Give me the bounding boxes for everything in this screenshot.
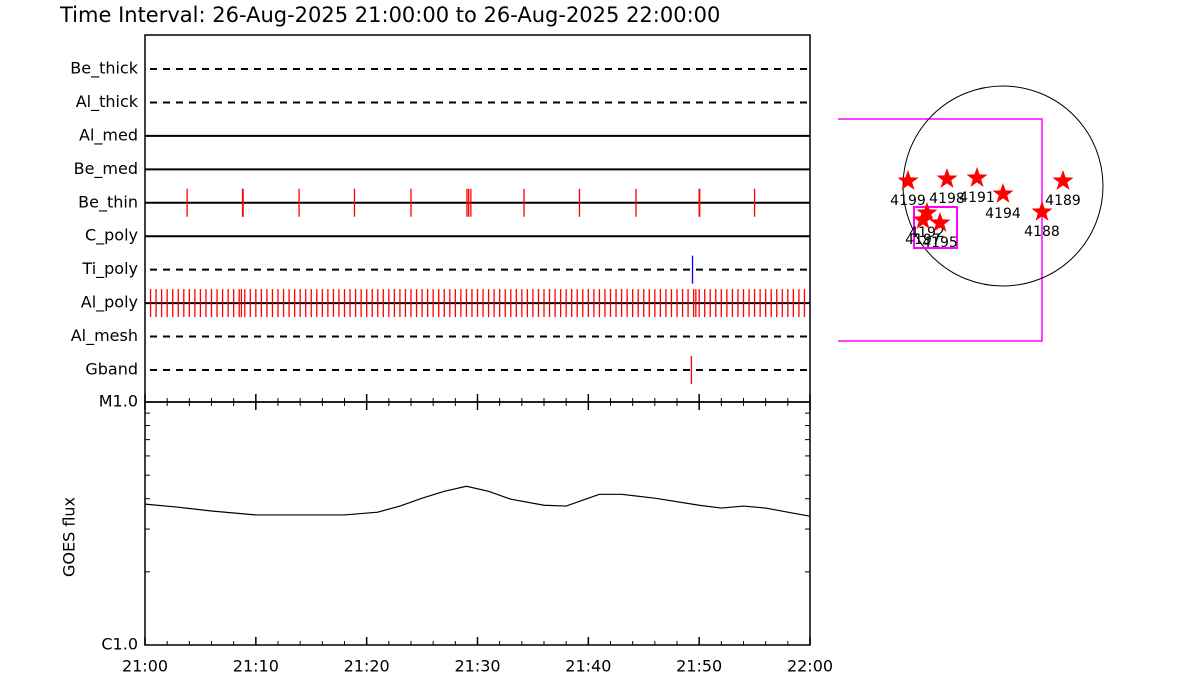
chart-title: Time Interval: 26-Aug-2025 21:00:00 to 2… xyxy=(59,3,720,27)
row-label: Al_poly xyxy=(81,293,138,313)
region-star xyxy=(992,183,1014,203)
region-star xyxy=(929,212,951,232)
region-star xyxy=(1052,170,1074,190)
region-star xyxy=(916,202,938,222)
x-tick-label: 21:10 xyxy=(233,657,279,676)
row-label: C_poly xyxy=(85,226,138,246)
region-star xyxy=(912,209,934,229)
x-tick-label: 21:20 xyxy=(344,657,390,676)
region-label: 4197 xyxy=(905,232,941,248)
region-label: 4191 xyxy=(959,190,995,206)
row-label: Be_thick xyxy=(70,59,138,79)
goes-frame xyxy=(144,401,811,646)
region-label: 4198 xyxy=(929,191,965,207)
row-label: Gband xyxy=(85,359,138,378)
x-tick-label: 22:00 xyxy=(787,657,833,676)
x-tick-label: 21:40 xyxy=(565,657,611,676)
region-label: 4188 xyxy=(1024,224,1060,240)
region-star xyxy=(936,168,958,188)
y-axis-label: GOES flux xyxy=(60,497,79,577)
zoom-bracket xyxy=(838,118,1043,342)
y-tick-label: C1.0 xyxy=(101,635,138,654)
row-label: Be_med xyxy=(74,159,138,179)
region-star xyxy=(897,170,919,190)
row-label: Be_thin xyxy=(78,192,138,212)
x-tick-label: 21:50 xyxy=(676,657,722,676)
timeline-frame xyxy=(144,34,811,403)
field-of-view xyxy=(913,206,958,249)
region-label: 4194 xyxy=(985,206,1021,222)
region-label: 4189 xyxy=(1045,193,1081,209)
goes-curve xyxy=(144,485,811,517)
row-label: Al_med xyxy=(79,125,138,145)
region-star xyxy=(966,167,988,187)
x-tick-label: 21:30 xyxy=(454,657,500,676)
region-label: 4195 xyxy=(922,235,958,251)
y-tick-label: M1.0 xyxy=(99,392,138,411)
region-label: 4199 xyxy=(890,193,926,209)
row-label: Al_mesh xyxy=(71,326,138,346)
region-star xyxy=(1031,201,1053,221)
row-label: Al_thick xyxy=(76,92,139,112)
row-label: Ti_poly xyxy=(81,259,138,279)
x-tick-label: 21:00 xyxy=(122,657,168,676)
